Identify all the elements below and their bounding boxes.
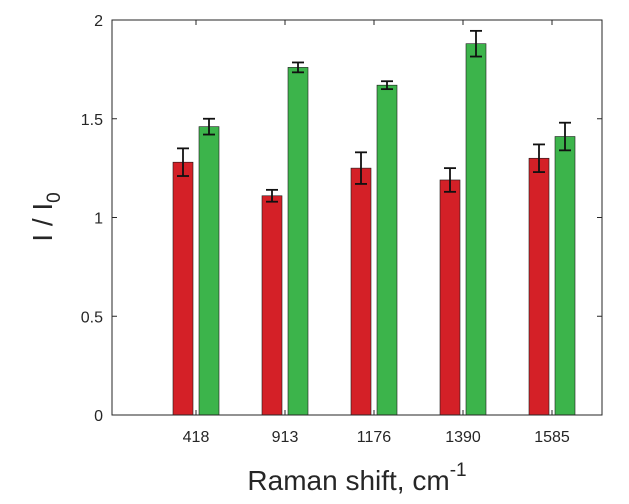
x-tick-label: 418 [183,429,210,446]
bar-series-2 [198,126,220,416]
x-tick-label: 913 [272,429,299,446]
plot-frame [111,19,603,416]
bar-series-1 [261,195,283,416]
bar-series-1 [350,167,372,416]
x-tick-label: 1176 [357,429,392,446]
bar-series-2 [465,43,487,416]
bar-series-2 [376,84,398,416]
bar-series-2 [287,67,309,416]
y-tick-label: 0.5 [81,309,103,326]
y-axis-title-subscript: 0 [44,192,65,203]
y-axis-title-main: I / I [27,203,58,242]
x-tick-label: 1390 [445,429,481,446]
x-axis-title-main: Raman shift, cm [247,465,449,496]
x-axis-title-superscript: -1 [450,460,467,481]
x-tick-label: 1585 [534,429,570,446]
ticks-layer: 0 0.5 1 1.5 2 418 913 1176 1390 1585 [81,13,602,446]
y-tick-label: 2 [94,13,103,30]
bar-series-2 [554,136,576,416]
bars-layer [172,29,576,416]
y-tick-label: 1 [94,211,103,228]
y-tick-label: 1.5 [81,112,103,129]
y-tick-label: 0 [94,408,103,425]
x-axis-title: Raman shift, cm-1 [247,460,466,496]
bar-series-1 [528,157,550,416]
bar-series-1 [172,161,194,416]
y-axis-title: I / I0 [27,192,65,241]
bar-series-1 [439,179,461,416]
